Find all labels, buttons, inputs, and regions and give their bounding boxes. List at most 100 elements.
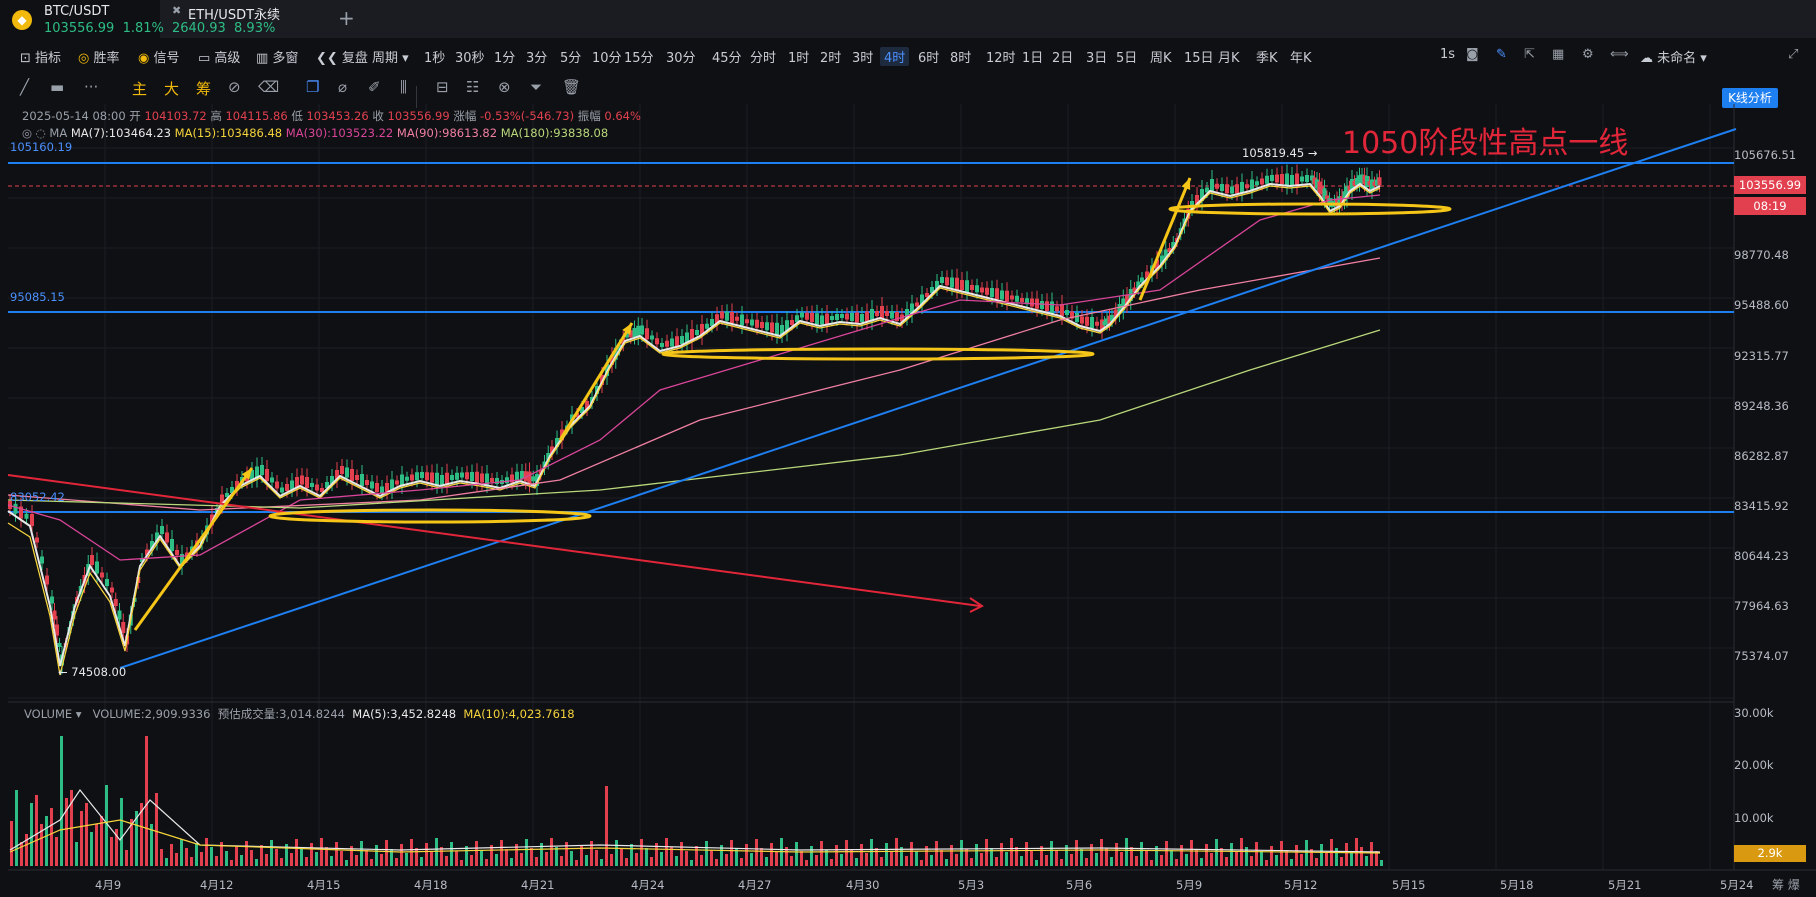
pencil-icon[interactable]: ✎ xyxy=(1496,47,1507,62)
volume-bar xyxy=(1210,853,1213,866)
eraser-icon[interactable]: ⌫ xyxy=(258,78,280,96)
template-icon[interactable]: ▦ xyxy=(1552,47,1565,62)
big-toggle[interactable]: 大 xyxy=(164,80,180,98)
volume-bar xyxy=(865,853,868,866)
filter-icon[interactable]: ⏷ xyxy=(530,78,543,96)
interval-18[interactable]: 2日 xyxy=(1052,51,1074,66)
volume-bar xyxy=(575,860,578,866)
volume-bar xyxy=(95,824,98,866)
tab-btc[interactable]: ◆ BTC/USDT 103556.99 1.81% xyxy=(0,0,164,38)
interval-5[interactable]: 10分 xyxy=(592,51,622,66)
interval-14[interactable]: 6时 xyxy=(918,51,940,66)
camera-icon[interactable]: ◙ xyxy=(1466,47,1479,62)
layout-dropdown[interactable]: ☁ 未命名 ▾ xyxy=(1640,51,1707,66)
candle-body xyxy=(520,471,524,479)
ruler-tool-icon[interactable]: ▬ xyxy=(50,78,65,96)
kline-analysis-button[interactable]: K线分析 xyxy=(1722,88,1778,108)
add-tab-button[interactable]: + xyxy=(338,6,355,30)
interval-19[interactable]: 3日 xyxy=(1086,51,1108,66)
winrate-button[interactable]: ◎ 胜率 xyxy=(78,51,120,66)
interval-25[interactable]: 年K xyxy=(1290,51,1312,66)
candle-body xyxy=(1132,287,1137,293)
copy-icon[interactable]: ❐ xyxy=(306,78,320,96)
signal-button[interactable]: ◉ 信号 xyxy=(138,51,180,66)
interval-20[interactable]: 5日 xyxy=(1116,51,1138,66)
candle-body xyxy=(35,537,39,543)
interval-24[interactable]: 季K xyxy=(1256,51,1278,66)
volume-bar xyxy=(1150,860,1153,866)
x-tick: 4月9 xyxy=(95,878,122,892)
candle-body xyxy=(1250,179,1254,191)
volume-bar xyxy=(85,803,88,866)
tab-symbol: ETH/USDT永续 xyxy=(188,8,281,23)
volume-bar xyxy=(440,847,443,866)
interval-2[interactable]: 1分 xyxy=(494,51,516,66)
interval-15[interactable]: 8时 xyxy=(950,51,972,66)
interval-0[interactable]: 1秒 xyxy=(424,51,446,66)
volume-bar xyxy=(400,844,403,866)
downtrend-arrowhead xyxy=(969,597,984,613)
advanced-button[interactable]: ▭ 高级 xyxy=(198,51,241,66)
period-dropdown[interactable]: 周期 ▾ xyxy=(372,51,409,66)
more-tools-icon[interactable]: ··· xyxy=(84,78,99,96)
volume-bar xyxy=(1060,859,1063,866)
multi-window-button[interactable]: ▥ 多窗 xyxy=(256,51,299,66)
candle-body xyxy=(13,503,18,514)
interval-7[interactable]: 30分 xyxy=(666,51,696,66)
volume-bar xyxy=(290,853,293,866)
candle-body xyxy=(510,474,514,483)
volume-bar xyxy=(485,859,488,866)
share-icon[interactable]: ⇱ xyxy=(1524,47,1535,62)
note-icon[interactable]: ☷ xyxy=(466,78,480,96)
candle-body xyxy=(1322,188,1327,200)
realtime-button[interactable]: 1s xyxy=(1440,47,1456,62)
interval-23[interactable]: 月K xyxy=(1218,51,1240,66)
volume-bar xyxy=(195,843,198,866)
candle-body xyxy=(90,555,94,565)
volume-bar xyxy=(1005,852,1008,866)
interval-16[interactable]: 12时 xyxy=(986,51,1016,66)
candle-body xyxy=(945,277,949,286)
interval-13[interactable]: 4时 xyxy=(880,47,910,66)
lock-icon[interactable]: ⊟ xyxy=(436,78,449,96)
tab-eth[interactable]: ✖ ETH/USDT永续 2640.93 8.93% xyxy=(160,0,320,38)
indicator-button[interactable]: ⊡ 指标 xyxy=(20,51,62,66)
main-toggle[interactable]: 主 xyxy=(132,80,148,98)
interval-17[interactable]: 1日 xyxy=(1022,51,1044,66)
magnet-icon[interactable]: ⊘ xyxy=(228,78,241,96)
interval-22[interactable]: 15日 xyxy=(1184,51,1214,66)
interval-1[interactable]: 30秒 xyxy=(455,51,485,66)
replay-button[interactable]: ❮❮ 复盘 xyxy=(316,51,368,66)
bottom-right-toggles[interactable]: 筹 爆 xyxy=(1772,878,1800,892)
interval-3[interactable]: 3分 xyxy=(526,51,548,66)
brush-icon[interactable]: ✐ xyxy=(368,78,381,96)
line-tool-icon[interactable]: ╱ xyxy=(20,78,30,96)
volume-bar xyxy=(640,839,643,866)
volume-bar xyxy=(180,839,183,866)
expand-icon[interactable]: ⤢ xyxy=(1788,47,1799,62)
chip-toggle[interactable]: 筹 xyxy=(196,80,212,98)
interval-21[interactable]: 周K xyxy=(1150,51,1172,66)
volume-bar xyxy=(225,851,228,866)
ruler-icon[interactable]: ⌀ xyxy=(338,78,348,96)
settings-icon[interactable]: ⚙ xyxy=(1582,47,1594,62)
interval-6[interactable]: 15分 xyxy=(624,51,654,66)
candle-body xyxy=(355,475,359,480)
fullscreen-icon[interactable]: ⟺ xyxy=(1610,47,1629,62)
interval-10[interactable]: 1时 xyxy=(788,51,810,66)
volume-bar xyxy=(270,840,273,866)
volume-bar xyxy=(115,829,118,866)
link-icon[interactable]: ⊗ xyxy=(498,78,511,96)
interval-9[interactable]: 分时 xyxy=(750,51,777,66)
candle-body xyxy=(30,514,34,526)
interval-11[interactable]: 2时 xyxy=(820,51,842,66)
vol-tick: 20.00k xyxy=(1734,758,1774,772)
interval-8[interactable]: 45分 xyxy=(712,51,742,66)
trash-icon[interactable]: 🗑 xyxy=(562,78,582,96)
bars-icon[interactable]: ⫼ xyxy=(400,78,407,96)
volume-bar xyxy=(165,858,168,866)
interval-12[interactable]: 3时 xyxy=(852,51,874,66)
interval-4[interactable]: 5分 xyxy=(560,51,582,66)
volume-bar xyxy=(20,842,23,866)
